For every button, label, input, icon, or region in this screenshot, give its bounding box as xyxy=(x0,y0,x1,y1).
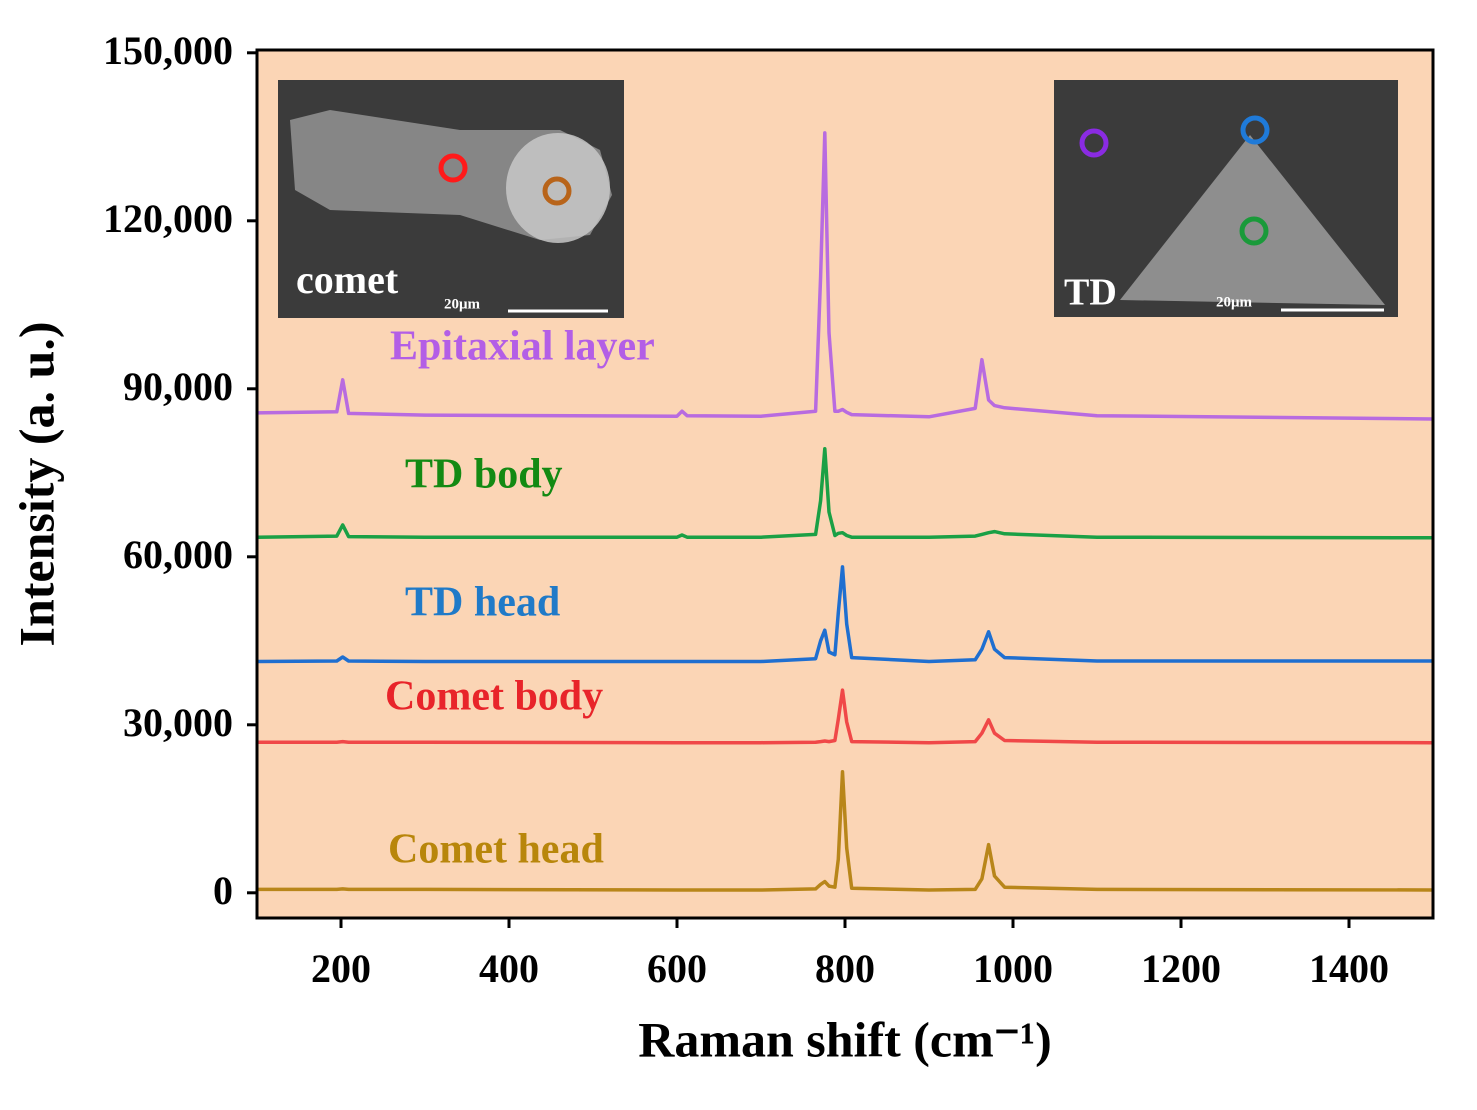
x-axis-label: Raman shift (cm⁻¹) xyxy=(638,1011,1052,1067)
series-line xyxy=(257,688,1434,745)
x-tick-label: 600 xyxy=(647,946,707,991)
series-label: Epitaxial layer xyxy=(390,324,655,370)
x-tick-label: 1200 xyxy=(1141,946,1221,991)
inset-label: comet xyxy=(296,257,399,302)
series-label: Comet head xyxy=(388,827,604,873)
marker xyxy=(1240,115,1270,145)
x-tick-label: 800 xyxy=(815,946,875,991)
x-tick-label: 200 xyxy=(311,946,371,991)
marker xyxy=(1079,128,1109,158)
comet-head-shape xyxy=(506,133,610,243)
inset-td: TD 20μm xyxy=(1054,80,1398,317)
y-tick-label: 0 xyxy=(213,868,233,913)
y-axis-label: Intensity (a. u.) xyxy=(8,321,64,646)
x-tick-label: 400 xyxy=(479,946,539,991)
series-line xyxy=(256,131,1434,421)
y-tick-label: 60,000 xyxy=(123,532,233,577)
inset-comet: comet 20μm xyxy=(278,80,624,318)
y-tick-label: 120,000 xyxy=(103,196,233,241)
y-tick-label: 30,000 xyxy=(123,700,233,745)
series-line xyxy=(256,565,1433,664)
series-line xyxy=(256,446,1434,540)
x-tick-label: 1000 xyxy=(973,946,1053,991)
x-tick-label: 1400 xyxy=(1309,946,1389,991)
inset-label: TD xyxy=(1064,272,1117,314)
y-tick-label: 150,000 xyxy=(103,28,233,73)
series-label: TD body xyxy=(405,452,563,498)
series-label: Comet body xyxy=(385,674,603,720)
marker xyxy=(1239,216,1269,246)
marker xyxy=(438,153,468,183)
marker xyxy=(542,176,572,206)
series-label: TD head xyxy=(405,580,560,626)
y-tick-label: 90,000 xyxy=(123,364,233,409)
series-line xyxy=(257,770,1434,892)
plot-frame xyxy=(255,48,1435,920)
scale-label: 20μm xyxy=(444,296,481,312)
scale-label: 20μm xyxy=(1216,294,1253,310)
